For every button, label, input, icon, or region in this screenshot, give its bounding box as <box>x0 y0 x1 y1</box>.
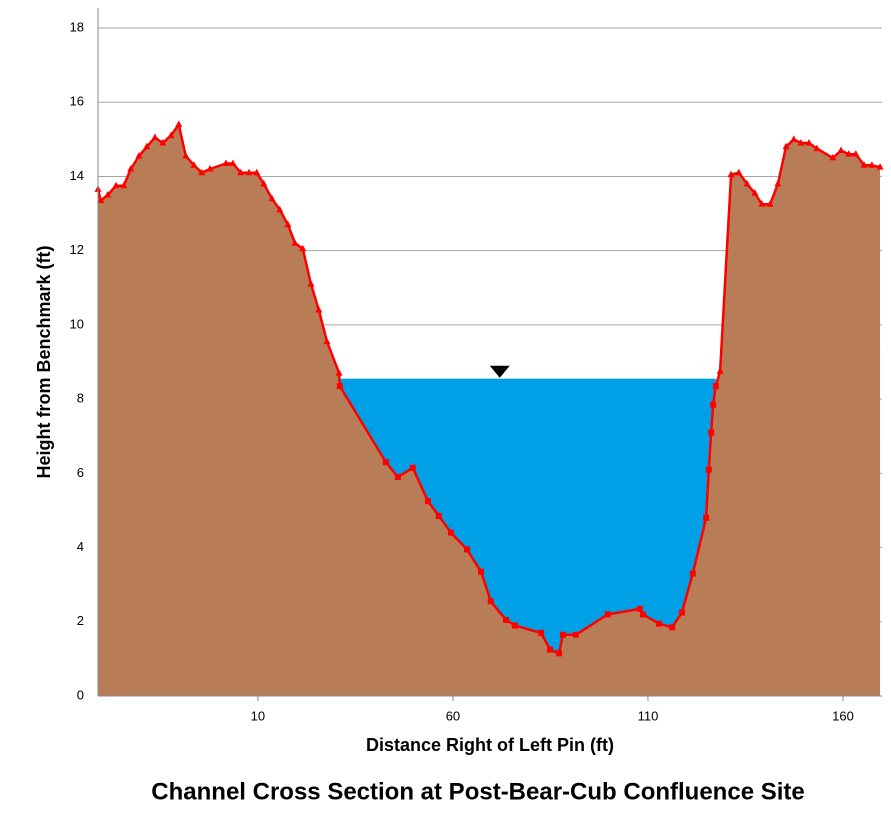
point <box>689 570 696 577</box>
point <box>159 139 167 146</box>
point <box>860 161 868 168</box>
point <box>335 369 343 376</box>
point <box>703 514 710 521</box>
point <box>805 139 813 146</box>
point <box>556 650 563 657</box>
point <box>735 168 743 176</box>
point <box>669 624 676 631</box>
point <box>127 165 135 172</box>
y-tick-label: 12 <box>70 242 84 257</box>
point <box>511 622 518 629</box>
point <box>120 181 128 189</box>
x-tick-label: 160 <box>832 708 854 723</box>
point <box>190 161 198 168</box>
point <box>845 150 853 157</box>
point <box>435 513 442 520</box>
point <box>143 142 151 150</box>
point <box>276 205 284 213</box>
point <box>382 459 389 466</box>
point <box>751 189 759 196</box>
point <box>447 529 454 536</box>
point <box>678 609 685 616</box>
point <box>97 196 105 204</box>
point <box>245 168 253 176</box>
point <box>229 159 237 166</box>
point <box>104 191 112 198</box>
point <box>394 474 401 481</box>
point <box>639 611 646 618</box>
point <box>766 200 774 207</box>
point <box>253 168 261 176</box>
y-tick-label: 16 <box>70 94 84 109</box>
point <box>463 546 470 553</box>
point <box>206 165 214 172</box>
point <box>182 152 190 159</box>
point <box>559 631 566 638</box>
x-tick-label: 10 <box>251 708 265 723</box>
y-tick-label: 8 <box>77 391 84 406</box>
point <box>547 646 554 653</box>
point <box>636 605 643 612</box>
point <box>112 181 120 189</box>
point <box>323 337 331 345</box>
ground-area <box>98 124 881 696</box>
chart-title: Channel Cross Section at Post-Bear-Cub C… <box>151 778 804 805</box>
point <box>782 142 790 150</box>
point <box>797 139 805 146</box>
point <box>829 153 837 161</box>
point <box>336 383 343 390</box>
point <box>299 244 307 252</box>
point <box>478 568 485 575</box>
point <box>151 133 159 140</box>
point <box>307 280 315 287</box>
x-tick-label: 110 <box>638 708 659 723</box>
water-surface-marker <box>489 365 510 378</box>
point <box>284 220 292 228</box>
point <box>409 464 416 471</box>
point <box>198 168 206 176</box>
point <box>572 631 579 638</box>
point <box>268 194 276 202</box>
point <box>708 429 715 436</box>
x-tick-label: 60 <box>446 708 460 723</box>
point <box>135 152 143 159</box>
point <box>237 168 245 176</box>
y-tick-label: 6 <box>77 465 84 480</box>
point <box>743 179 751 187</box>
x-axis-label: Distance Right of Left Pin (ft) <box>366 735 614 755</box>
y-tick-label: 14 <box>70 168 84 183</box>
y-tick-label: 4 <box>77 539 84 554</box>
point <box>774 179 782 187</box>
point <box>487 598 494 605</box>
point <box>868 161 876 168</box>
y-tick-label: 10 <box>70 316 84 331</box>
y-axis-label: Height from Benchmark (ft) <box>34 245 54 478</box>
point <box>502 616 509 623</box>
point <box>727 170 735 178</box>
point <box>710 401 717 408</box>
point <box>716 367 724 374</box>
point <box>291 239 299 246</box>
point <box>260 179 268 187</box>
y-tick-label: 2 <box>77 613 84 628</box>
point <box>315 306 323 313</box>
y-tick-label: 0 <box>77 687 84 702</box>
point <box>604 611 611 618</box>
point <box>758 200 766 207</box>
point <box>813 144 821 152</box>
y-tick-label: 18 <box>70 19 84 34</box>
point <box>655 620 662 627</box>
point <box>790 135 798 142</box>
point <box>538 629 545 636</box>
point <box>712 383 719 390</box>
point <box>222 159 230 166</box>
point <box>167 131 175 139</box>
point <box>705 466 712 473</box>
point <box>175 120 183 127</box>
point <box>424 498 431 505</box>
point <box>876 163 884 170</box>
point <box>837 146 845 153</box>
point <box>852 150 860 157</box>
